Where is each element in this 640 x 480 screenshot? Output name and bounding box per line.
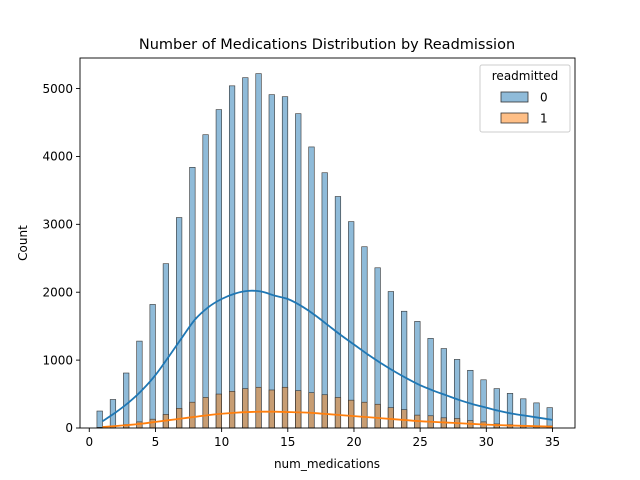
y-axis-title: Count xyxy=(16,225,30,261)
x-tick-label: 0 xyxy=(85,435,93,449)
y-tick-label: 4000 xyxy=(42,150,73,164)
bar-series-1 xyxy=(361,401,368,429)
legend-swatch-series-1 xyxy=(500,112,529,124)
x-axis-title: num_medications xyxy=(274,457,380,471)
bar-series-1 xyxy=(215,393,222,429)
kde-line-series-1 xyxy=(102,410,553,428)
x-tick-label: 10 xyxy=(214,435,229,449)
y-tick-label: 0 xyxy=(65,421,73,435)
bar-series-1 xyxy=(295,390,302,429)
bar-series-1 xyxy=(255,386,262,429)
bar-series-1 xyxy=(387,407,394,429)
bar-series-1 xyxy=(268,389,275,429)
bar-series-0 xyxy=(242,77,249,429)
bar-series-0 xyxy=(506,393,514,429)
legend-swatch-series-0 xyxy=(500,91,529,103)
bar-series-0 xyxy=(189,167,196,429)
bar-series-1 xyxy=(308,392,315,429)
bar-series-1 xyxy=(281,386,289,429)
bar-series-0 xyxy=(361,246,368,429)
bar-series-0 xyxy=(493,388,500,429)
bar-series-1 xyxy=(401,409,408,429)
x-tick-label: 15 xyxy=(280,435,295,449)
bar-series-0 xyxy=(480,379,487,429)
bar-series-0 xyxy=(96,410,103,429)
bar-series-1 xyxy=(334,397,342,429)
bar-series-1 xyxy=(149,418,156,429)
y-tick-label: 1000 xyxy=(42,353,73,367)
legend-label-series-0: 0 xyxy=(540,91,548,105)
bar-series-0 xyxy=(453,359,461,429)
x-tick-label: 35 xyxy=(545,435,560,449)
x-tick-label: 20 xyxy=(346,435,361,449)
bar-series-1 xyxy=(321,394,328,429)
bar-series-1 xyxy=(348,399,355,429)
bar-series-0 xyxy=(427,338,434,429)
bar-series-0 xyxy=(123,372,130,429)
bar-series-0 xyxy=(321,172,328,429)
chart-title: Number of Medications Distribution by Re… xyxy=(139,37,515,53)
bar-series-1 xyxy=(202,397,209,429)
bar-series-0 xyxy=(414,321,421,429)
bar-series-0 xyxy=(520,398,527,429)
legend: readmitted 0 1 xyxy=(479,64,571,133)
x-tick-label: 25 xyxy=(413,435,428,449)
bar-series-0 xyxy=(228,85,236,429)
bar-series-0 xyxy=(215,109,222,429)
legend-label-series-1: 1 xyxy=(540,112,548,126)
bar-series-1 xyxy=(242,388,249,429)
bar-series-0 xyxy=(308,146,315,429)
bar-series-0 xyxy=(546,407,553,429)
y-tick-label: 5000 xyxy=(42,82,73,96)
bar-series-0 xyxy=(440,348,447,429)
bar-series-1 xyxy=(228,391,236,429)
legend-title: readmitted xyxy=(492,69,558,83)
y-tick-label: 2000 xyxy=(42,285,73,299)
bar-series-0 xyxy=(176,217,183,429)
bar-series-0 xyxy=(467,369,474,429)
x-tick-label: 5 xyxy=(152,435,160,449)
bar-series-0 xyxy=(136,340,143,429)
plot-frame xyxy=(79,57,576,429)
bar-series-0 xyxy=(281,96,289,429)
bar-series-0 xyxy=(202,134,209,429)
bar-series-0 xyxy=(348,221,355,429)
kde-line-series-0 xyxy=(102,289,553,422)
bar-series-0 xyxy=(268,94,275,429)
bar-series-1 xyxy=(189,401,196,429)
y-tick-label: 3000 xyxy=(42,218,73,232)
bar-series-0 xyxy=(533,402,540,429)
x-tick-label: 30 xyxy=(479,435,494,449)
bar-series-0 xyxy=(255,73,262,429)
bar-series-0 xyxy=(162,263,169,429)
bar-series-1 xyxy=(374,403,381,429)
bar-series-0 xyxy=(149,304,156,429)
bar-series-0 xyxy=(334,196,342,429)
bar-series-0 xyxy=(295,113,302,429)
